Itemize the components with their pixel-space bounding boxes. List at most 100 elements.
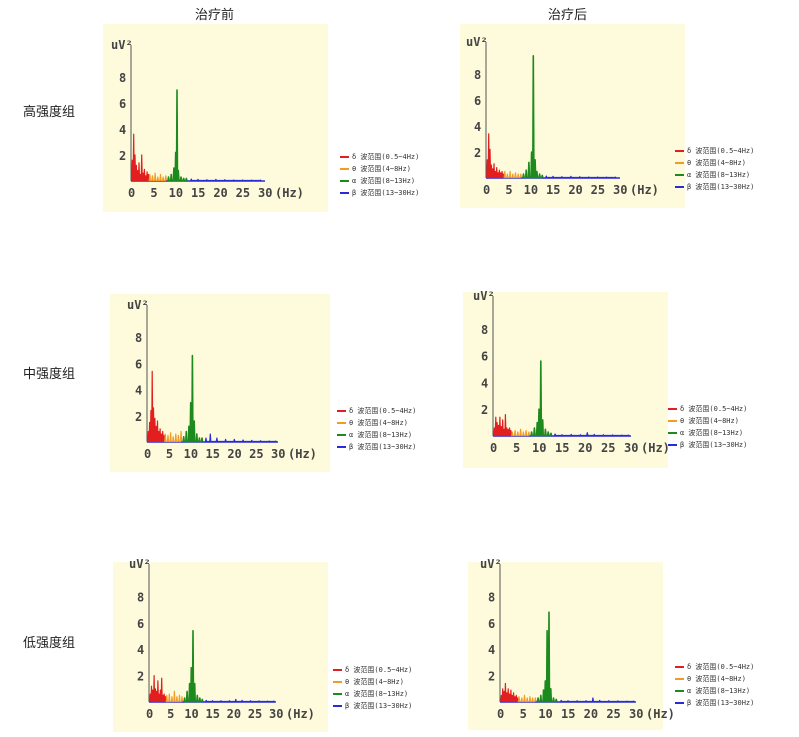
x-axis-label: (Hz) — [288, 447, 317, 461]
row-label-medium: 中强度组 — [23, 367, 76, 382]
legend-swatch — [340, 192, 349, 194]
legend-label: α 波范围(8~13Hz) — [349, 431, 413, 439]
legend-label: β 波范围(13~30Hz) — [687, 699, 755, 707]
legend-item-delta: δ 波范围(0.5~4Hz) — [340, 151, 419, 163]
chart-svg: 2 4 6 8 uV² 0 5 10 15 20 25 30 (Hz) — [466, 35, 659, 197]
series-beta — [189, 178, 262, 182]
legend-label: α 波范围(8~13Hz) — [345, 690, 409, 698]
legend-item-theta: θ 波范围(4~8Hz) — [675, 673, 754, 685]
x-axis-label: (Hz) — [275, 186, 304, 200]
legend-item-delta: δ 波范围(0.5~4Hz) — [668, 403, 747, 415]
series-delta — [148, 675, 167, 703]
chart-panel: 2 4 6 8 uV² 0 5 10 15 20 25 30 (Hz) — [468, 557, 675, 730]
y-tick-label: 6 — [481, 350, 488, 364]
legend-item-beta: β 波范围(13~30Hz) — [340, 187, 419, 199]
y-tick-label: 8 — [137, 590, 144, 604]
x-tick-label: 0 — [483, 183, 490, 197]
legend-item-beta: β 波范围(13~30Hz) — [668, 439, 747, 451]
x-tick-label: 10 — [169, 186, 183, 200]
legend-item-delta: δ 波范围(0.5~4Hz) — [675, 145, 754, 157]
x-tick-label: 20 — [584, 707, 598, 721]
legend-item-alpha: α 波范围(8~13Hz) — [668, 427, 747, 439]
chart-legend: δ 波范围(0.5~4Hz) θ 波范围(4~8Hz) α 波范围(8~13Hz) β… — [340, 151, 419, 199]
y-axis-label: uV² — [127, 298, 149, 312]
y-tick-label: 2 — [135, 410, 142, 424]
y-tick-label: 2 — [137, 670, 144, 684]
legend-item-theta: θ 波范围(4~8Hz) — [337, 417, 416, 429]
legend-label: θ 波范围(4~8Hz) — [352, 165, 411, 173]
legend-item-alpha: α 波范围(8~13Hz) — [333, 688, 412, 700]
legend-swatch — [337, 422, 346, 424]
chart-legend: δ 波范围(0.5~4Hz) θ 波范围(4~8Hz) α 波范围(8~13Hz) β… — [675, 145, 754, 193]
x-tick-label: 15 — [206, 707, 220, 721]
y-axis-label: uV² — [111, 38, 133, 52]
legend-swatch — [668, 444, 677, 446]
legend-label: β 波范围(13~30Hz) — [345, 702, 413, 710]
y-axis-label: uV² — [473, 289, 495, 303]
x-tick-label: 15 — [206, 447, 220, 461]
legend-swatch — [675, 702, 684, 704]
legend-label: β 波范围(13~30Hz) — [349, 443, 417, 451]
legend-label: δ 波范围(0.5~4Hz) — [687, 147, 755, 155]
series-beta — [559, 697, 635, 703]
chart-svg: 2 4 6 8 uV² 0 5 10 15 20 25 30 (Hz) — [127, 298, 317, 461]
legend-label: α 波范围(8~13Hz) — [680, 429, 744, 437]
chart-panel: 2 4 6 8 uV² 0 5 10 15 20 25 30 (Hz) — [460, 24, 685, 208]
series-beta — [204, 698, 275, 703]
legend-label: δ 波范围(0.5~4Hz) — [680, 405, 748, 413]
x-tick-label: 10 — [524, 183, 538, 197]
legend-item-beta: β 波范围(13~30Hz) — [337, 441, 416, 453]
chart-panel: 2 4 6 8 uV² 0 5 10 15 20 25 30 (Hz) — [113, 557, 328, 732]
legend-swatch — [668, 420, 677, 422]
legend-item-theta: θ 波范围(4~8Hz) — [340, 163, 419, 175]
x-tick-label: 10 — [184, 707, 198, 721]
x-tick-label: 25 — [236, 186, 250, 200]
legend-swatch — [675, 162, 684, 164]
legend-swatch — [675, 150, 684, 152]
legend-item-delta: δ 波范围(0.5~4Hz) — [675, 661, 754, 673]
x-tick-label: 10 — [184, 447, 198, 461]
chart-svg: 2 4 6 8 uV² 0 5 10 15 20 25 30 (Hz) — [111, 38, 304, 200]
legend-label: θ 波范围(4~8Hz) — [345, 678, 404, 686]
x-axis-label: (Hz) — [641, 441, 670, 455]
legend-item-delta: δ 波范围(0.5~4Hz) — [333, 664, 412, 676]
legend-item-theta: θ 波范围(4~8Hz) — [333, 676, 412, 688]
y-tick-label: 8 — [135, 331, 142, 345]
y-tick-label: 4 — [135, 384, 142, 398]
y-tick-label: 6 — [135, 357, 142, 371]
x-axis-label: (Hz) — [646, 707, 675, 721]
x-tick-label: 5 — [520, 707, 527, 721]
y-tick-label: 6 — [137, 617, 144, 631]
row-label-high: 高强度组 — [23, 105, 76, 120]
y-tick-label: 8 — [488, 590, 495, 604]
series-beta — [544, 175, 617, 179]
series-theta — [165, 690, 184, 703]
x-tick-label: 15 — [555, 441, 569, 455]
legend-swatch — [337, 434, 346, 436]
x-tick-label: 15 — [546, 183, 560, 197]
chart-legend: δ 波范围(0.5~4Hz) θ 波范围(4~8Hz) α 波范围(8~13Hz) β… — [337, 405, 416, 453]
chart-panel: 2 4 6 8 uV² 0 5 10 15 20 25 30 (Hz) — [110, 294, 330, 472]
x-axis-label: (Hz) — [286, 707, 315, 721]
legend-swatch — [333, 705, 342, 707]
series-delta — [499, 682, 519, 703]
chart-legend: δ 波范围(0.5~4Hz) θ 波范围(4~8Hz) α 波范围(8~13Hz) β… — [668, 403, 747, 451]
legend-swatch — [333, 681, 342, 683]
x-tick-label: 15 — [191, 186, 205, 200]
series-alpha — [183, 629, 204, 703]
y-tick-label: 8 — [119, 71, 126, 85]
y-tick-label: 6 — [474, 94, 481, 108]
series-theta — [517, 694, 537, 703]
legend-item-delta: δ 波范围(0.5~4Hz) — [337, 405, 416, 417]
legend-swatch — [340, 156, 349, 158]
legend-swatch — [668, 408, 677, 410]
legend-item-theta: θ 波范围(4~8Hz) — [675, 157, 754, 169]
legend-swatch — [675, 666, 684, 668]
row-label-low: 低强度组 — [23, 636, 76, 651]
series-delta — [492, 414, 513, 437]
legend-item-alpha: α 波范围(8~13Hz) — [340, 175, 419, 187]
x-tick-label: 0 — [128, 186, 135, 200]
y-axis-label: uV² — [129, 557, 151, 571]
x-tick-label: 10 — [532, 441, 546, 455]
chart-svg: 2 4 6 8 uV² 0 5 10 15 20 25 30 (Hz) — [473, 289, 670, 455]
